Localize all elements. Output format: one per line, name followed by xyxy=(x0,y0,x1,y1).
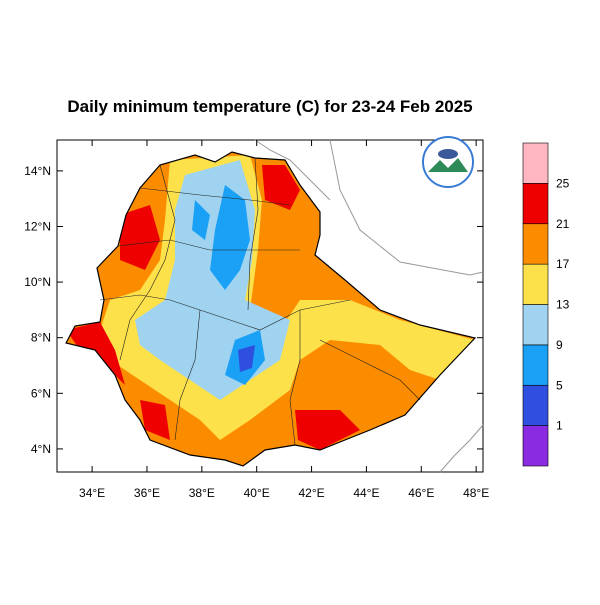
x-tick-label: 34°E xyxy=(79,486,105,500)
colorbar-swatch xyxy=(522,142,549,184)
y-tick-label: 8°N xyxy=(31,331,51,345)
colorbar-label: 1 xyxy=(556,419,563,433)
logo xyxy=(422,136,474,188)
colorbar-swatch xyxy=(522,223,549,265)
colorbar-label: 25 xyxy=(556,176,570,190)
colorbar-swatch xyxy=(522,384,549,426)
temperature-zone xyxy=(310,345,395,410)
x-tick-label: 38°E xyxy=(189,486,215,500)
y-tick-label: 12°N xyxy=(24,219,51,233)
colorbar-label: 5 xyxy=(556,378,563,392)
temperature-zone xyxy=(238,345,255,372)
axes: 34°E 36°E 38°E 40°E 42°E 44°E 46°E 48°E 4°N 6°N 8°… xyxy=(24,140,489,500)
colorbar-swatch xyxy=(522,183,549,225)
colorbar-label: 17 xyxy=(556,257,570,271)
temperature-zone xyxy=(192,200,210,240)
x-tick-label: 36°E xyxy=(134,486,160,500)
x-tick-label: 48°E xyxy=(463,486,489,500)
colorbar-swatch xyxy=(522,425,549,467)
colorbar-label: 9 xyxy=(556,338,563,352)
colorbar-label: 13 xyxy=(556,298,570,312)
temperature-zone xyxy=(262,165,300,210)
temperature-zone xyxy=(295,410,360,450)
region-borders xyxy=(99,157,421,446)
colorbar-swatch xyxy=(522,304,549,346)
country-border xyxy=(65,151,477,467)
colorbar-label: 21 xyxy=(556,217,570,231)
y-tick-label: 10°N xyxy=(24,275,51,289)
x-tick-label: 42°E xyxy=(298,486,324,500)
neighbor-borders xyxy=(254,139,484,473)
colorbar-swatch xyxy=(522,344,549,386)
temperature-zone xyxy=(210,185,250,290)
y-tick-label: 6°N xyxy=(31,386,51,400)
map-title: Daily minimum temperature (C) for 23-24 … xyxy=(67,97,472,116)
x-tick-label: 40°E xyxy=(244,486,270,500)
colorbar-swatch xyxy=(522,263,549,305)
x-tick-label: 44°E xyxy=(353,486,379,500)
y-tick-label: 14°N xyxy=(24,164,51,178)
temperature-zone xyxy=(120,205,160,270)
y-tick-label: 4°N xyxy=(31,442,51,456)
temperature-zone xyxy=(140,400,170,440)
x-tick-label: 46°E xyxy=(408,486,434,500)
colorbar: 1 5 9 13 17 21 25 xyxy=(522,142,570,467)
